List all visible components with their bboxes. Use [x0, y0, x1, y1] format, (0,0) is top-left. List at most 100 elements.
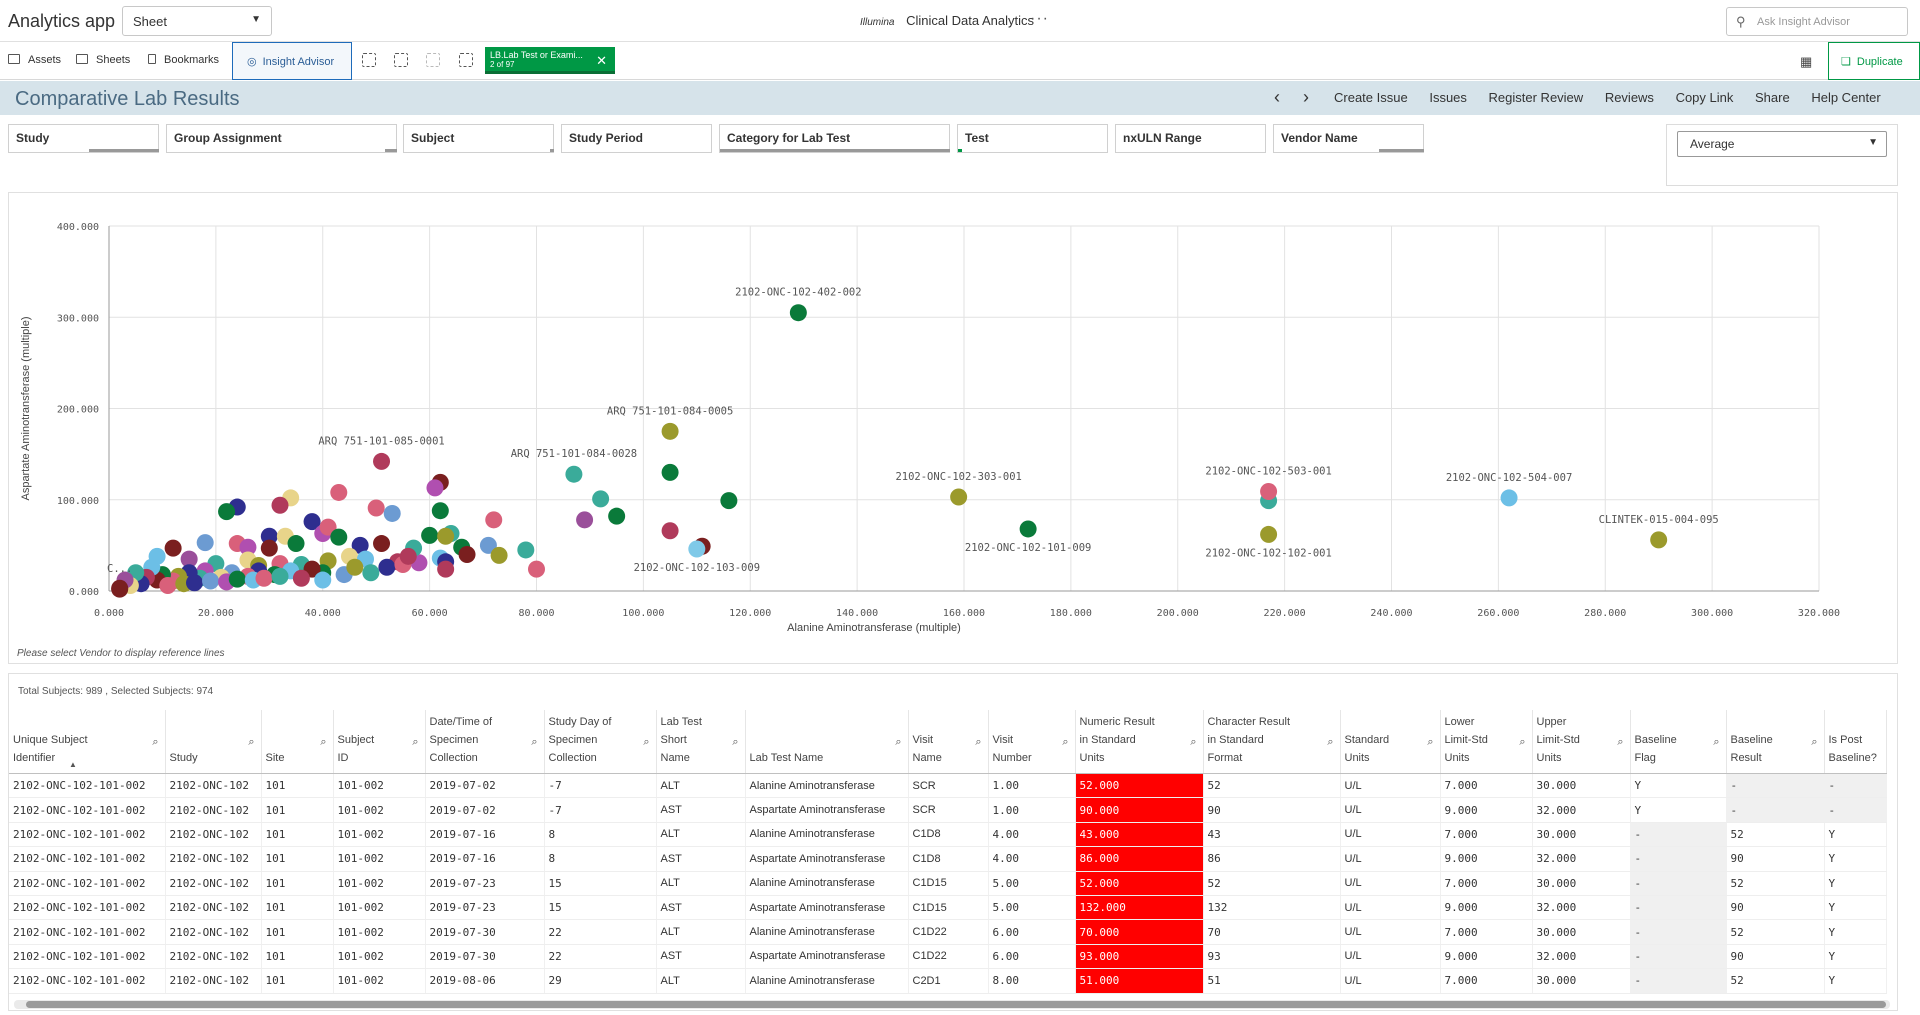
- search-icon[interactable]: ⌕: [732, 736, 739, 748]
- column-header[interactable]: Date/Time of Specimen Collection ⌕: [425, 710, 545, 774]
- search-icon[interactable]: ⌕: [1713, 736, 1720, 748]
- copy-link-link[interactable]: Copy Link: [1675, 90, 1734, 105]
- selection-chip[interactable]: LB.Lab Test or Exami... 2 of 97 ✕: [485, 47, 615, 74]
- filter-vendor-name[interactable]: Vendor Name: [1273, 124, 1424, 153]
- share-link[interactable]: Share: [1755, 90, 1790, 105]
- filter-group-assignment[interactable]: Group Assignment: [166, 124, 397, 153]
- column-header[interactable]: Is Post Baseline?: [1824, 710, 1887, 774]
- filter-nxuln-range[interactable]: nxULN Range: [1115, 124, 1266, 153]
- insight-advisor-button[interactable]: ◎ Insight Advisor: [232, 42, 352, 80]
- column-header[interactable]: Lab Test Short Name ⌕: [656, 710, 746, 774]
- filter-study-period[interactable]: Study Period: [561, 124, 712, 153]
- search-icon[interactable]: ⌕: [975, 736, 982, 748]
- column-header[interactable]: Unique Subject Identifier ⌕ ▲: [9, 710, 166, 774]
- search-icon[interactable]: ⌕: [643, 736, 650, 748]
- issues-link[interactable]: Issues: [1429, 90, 1467, 105]
- data-point: [789, 304, 807, 322]
- register-review-link[interactable]: Register Review: [1488, 90, 1584, 105]
- column-header[interactable]: Site ⌕: [261, 710, 334, 774]
- sort-ascending-icon[interactable]: ▲: [69, 760, 77, 769]
- column-header[interactable]: Standard Units ⌕: [1340, 710, 1441, 774]
- more-menu-icon[interactable]: ···: [1030, 10, 1049, 27]
- search-icon[interactable]: ⌕: [1811, 736, 1818, 748]
- column-header[interactable]: Visit Name ⌕: [908, 710, 989, 774]
- table-row[interactable]: 2102-ONC-102-101-002 2102-ONC-102 101 101-0…: [9, 871, 1887, 896]
- search-icon[interactable]: ⌕: [531, 736, 538, 748]
- table-cell: 2102-ONC-102-101-002: [9, 822, 166, 848]
- table-cell: 52: [1726, 919, 1825, 945]
- table-cell: 30.000: [1532, 822, 1631, 848]
- help-center-link[interactable]: Help Center: [1811, 90, 1881, 105]
- filter-subject[interactable]: Subject: [403, 124, 554, 153]
- bookmarks-button[interactable]: Bookmarks: [148, 54, 219, 66]
- reviews-link[interactable]: Reviews: [1604, 90, 1654, 105]
- column-header-label: in Standard: [1207, 734, 1264, 746]
- horizontal-scrollbar[interactable]: [14, 1000, 1890, 1009]
- table-row[interactable]: 2102-ONC-102-101-002 2102-ONC-102 101 101-0…: [9, 797, 1887, 823]
- ask-insight-advisor-input[interactable]: ⚲ Ask Insight Advisor: [1726, 7, 1908, 36]
- column-header[interactable]: Lab Test Name ⌕: [745, 710, 909, 774]
- search-icon[interactable]: ⌕: [895, 736, 902, 748]
- filter-test[interactable]: Test: [957, 124, 1108, 153]
- search-icon[interactable]: ⌕: [152, 736, 159, 748]
- selection-chip-count: 2 of 97: [490, 60, 515, 69]
- table-row[interactable]: 2102-ONC-102-101-002 2102-ONC-102 101 101-0…: [9, 968, 1887, 994]
- duplicate-button[interactable]: ❏ Duplicate: [1828, 42, 1920, 80]
- search-icon[interactable]: ⌕: [1190, 736, 1197, 748]
- column-header[interactable]: Baseline Flag ⌕: [1630, 710, 1727, 774]
- column-header[interactable]: Lower Limit-Std Units ⌕: [1440, 710, 1533, 774]
- table-cell: 8: [544, 846, 657, 872]
- table-cell: -: [1630, 846, 1727, 872]
- smart-search-icon[interactable]: [362, 53, 376, 67]
- x-tick-label: 260.000: [1477, 608, 1519, 619]
- table-row[interactable]: 2102-ONC-102-101-002 2102-ONC-102 101 101-0…: [9, 846, 1887, 872]
- column-header-label: Flag: [1634, 752, 1656, 764]
- table-row[interactable]: 2102-ONC-102-101-002 2102-ONC-102 101 101-0…: [9, 895, 1887, 921]
- column-header[interactable]: Study Day of Specimen Collection ⌕: [544, 710, 657, 774]
- column-header[interactable]: Character Result in Standard Format ⌕: [1203, 710, 1341, 774]
- close-icon[interactable]: ✕: [596, 53, 607, 68]
- search-icon[interactable]: ⌕: [412, 736, 419, 748]
- chevron-right-icon[interactable]: ›: [1303, 87, 1309, 107]
- table-cell: 90: [1726, 895, 1825, 921]
- step-forward-icon[interactable]: [426, 53, 440, 67]
- search-icon[interactable]: ⌕: [1617, 736, 1624, 748]
- sheets-button[interactable]: Sheets: [76, 54, 130, 66]
- column-header[interactable]: Visit Number ⌕: [988, 710, 1076, 774]
- filter-study[interactable]: Study: [8, 124, 159, 153]
- column-header[interactable]: Numeric Result in Standard Units ⌕: [1075, 710, 1204, 774]
- search-icon[interactable]: ⌕: [320, 736, 327, 748]
- table-row[interactable]: 2102-ONC-102-101-002 2102-ONC-102 101 101-0…: [9, 919, 1887, 945]
- search-icon[interactable]: ⌕: [1062, 736, 1069, 748]
- grid-icon[interactable]: ▦: [1800, 54, 1813, 69]
- search-icon[interactable]: ⌕: [1427, 736, 1434, 748]
- column-header-label: Units: [1344, 752, 1370, 764]
- column-header[interactable]: Upper Limit-Std Units ⌕: [1532, 710, 1631, 774]
- table-cell: AST: [656, 797, 746, 823]
- scatter-chart[interactable]: 0.000 20.000 40.000 60.000 80.000 100.000 120.…: [9, 193, 1897, 663]
- column-header[interactable]: Study ⌕: [165, 710, 262, 774]
- table-cell: 2102-ONC-102: [165, 919, 262, 945]
- filter-category-for-lab-test[interactable]: Category for Lab Test: [719, 124, 950, 153]
- search-icon[interactable]: ⌕: [1327, 736, 1334, 748]
- search-icon[interactable]: ⌕: [1519, 736, 1526, 748]
- search-icon[interactable]: ⌕: [248, 736, 255, 748]
- create-issue-link[interactable]: Create Issue: [1334, 90, 1408, 105]
- data-point: [421, 526, 439, 544]
- data-point: [1019, 520, 1037, 538]
- chevron-left-icon[interactable]: ‹: [1274, 87, 1280, 107]
- sheet-dropdown[interactable]: Sheet ▼: [122, 6, 272, 36]
- table-row[interactable]: 2102-ONC-102-101-002 2102-ONC-102 101 101-0…: [9, 773, 1887, 799]
- table-row[interactable]: 2102-ONC-102-101-002 2102-ONC-102 101 101-0…: [9, 944, 1887, 970]
- step-back-icon[interactable]: [394, 53, 408, 67]
- column-header[interactable]: Baseline Result ⌕: [1726, 710, 1825, 774]
- clear-selections-icon[interactable]: [459, 53, 473, 67]
- data-point: [260, 527, 278, 545]
- scrollbar-thumb[interactable]: [26, 1001, 1886, 1008]
- assets-button[interactable]: Assets: [8, 54, 61, 66]
- aggregation-dropdown[interactable]: Average ▼: [1677, 131, 1887, 157]
- data-point: [517, 541, 535, 559]
- table-row[interactable]: 2102-ONC-102-101-002 2102-ONC-102 101 101-0…: [9, 822, 1887, 848]
- column-header[interactable]: Subject ID ⌕: [333, 710, 426, 774]
- table-cell: 132.000: [1075, 895, 1204, 921]
